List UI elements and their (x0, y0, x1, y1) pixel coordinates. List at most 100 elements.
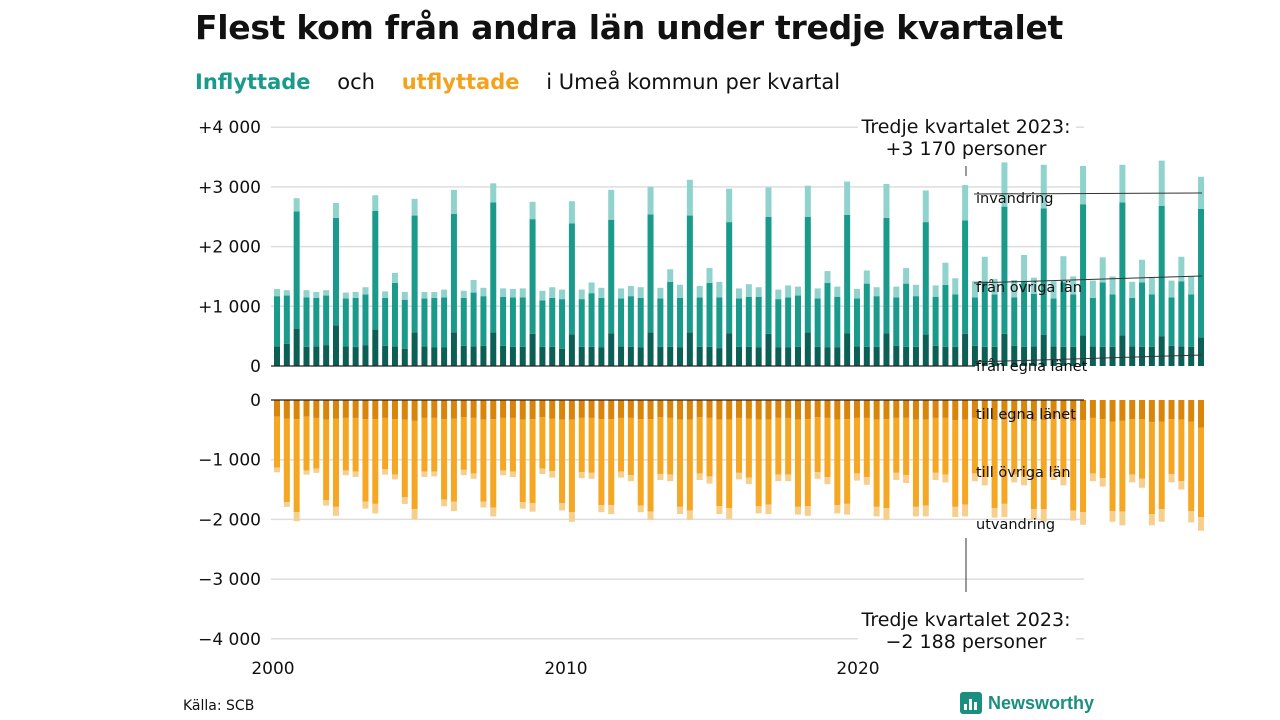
bar-in-own-county (519, 346, 526, 366)
bar-in-immigration (873, 287, 880, 297)
bar-in-other-counties (647, 214, 654, 333)
bar-in-immigration (1070, 276, 1077, 295)
bar-in-immigration (1099, 257, 1106, 283)
bar-out-emigration (873, 506, 880, 517)
bar-in-immigration (991, 278, 998, 295)
bar-out-other-counties (814, 417, 821, 473)
bar-in-other-counties (1129, 297, 1136, 347)
bar-in-immigration (391, 272, 398, 284)
bar-out-emigration (283, 502, 290, 507)
bar-out-other-counties (1139, 419, 1146, 479)
bar-out-other-counties (1001, 419, 1008, 504)
bar-out-other-counties (824, 417, 831, 478)
bar-out-own-county (450, 400, 457, 419)
bar-in-own-county (411, 332, 418, 366)
bar-out-other-counties (637, 419, 644, 506)
bar-in-other-counties (1070, 294, 1077, 347)
bar-in-immigration (519, 288, 526, 298)
bar-out-own-county (1099, 400, 1106, 420)
bar-out-other-counties (588, 417, 595, 473)
bar-in-immigration (952, 278, 959, 295)
bar-out-other-counties (1148, 422, 1155, 515)
bar-out-other-counties (794, 419, 801, 507)
bar-in-own-county (372, 329, 379, 366)
bar-in-other-counties (736, 298, 743, 347)
bar-in-immigration (293, 198, 300, 212)
bar-in-other-counties (775, 299, 782, 348)
bar-out-emigration (490, 507, 497, 517)
bar-in-other-counties (293, 211, 300, 329)
bar-in-immigration (893, 286, 900, 298)
bar-in-own-county (618, 346, 625, 366)
bar-out-other-counties (362, 419, 369, 502)
bar-out-other-counties (893, 417, 900, 473)
bar-out-own-county (834, 400, 841, 420)
bar-in-immigration (942, 262, 949, 285)
bar-in-other-counties (834, 296, 841, 348)
bar-in-immigration (618, 288, 625, 299)
bar-out-own-county (853, 400, 860, 418)
bar-in-other-counties (1168, 297, 1175, 346)
bar-in-other-counties (372, 210, 379, 330)
bar-in-own-county (912, 346, 919, 366)
bar-out-emigration (519, 502, 526, 509)
bar-out-own-county (509, 400, 516, 418)
bar-in-other-counties (441, 297, 448, 348)
bar-in-other-counties (873, 296, 880, 347)
bar-out-other-counties (509, 417, 516, 472)
bar-in-immigration (470, 280, 477, 293)
bar-in-own-county (1011, 345, 1018, 366)
bar-out-own-county (1178, 400, 1185, 420)
bar-out-other-counties (568, 419, 575, 513)
bar-in-other-counties (1178, 281, 1185, 347)
bar-out-emigration (1040, 509, 1047, 522)
bar-out-own-county (981, 400, 988, 419)
bar-in-other-counties (313, 297, 320, 347)
bar-in-other-counties (1158, 206, 1165, 337)
bar-out-own-county (421, 400, 428, 418)
bar-out-own-county (942, 400, 949, 418)
bar-in-own-county (283, 343, 290, 366)
bar-in-other-counties (932, 296, 939, 346)
bar-in-own-county (362, 345, 369, 366)
bar-out-own-county (883, 400, 890, 420)
bar-out-own-county (627, 400, 634, 418)
bar-out-other-counties (844, 419, 851, 504)
bar-in-other-counties (362, 294, 369, 346)
bar-out-other-counties (627, 417, 634, 476)
bar-out-own-county (332, 400, 339, 419)
bar-out-own-county (912, 400, 919, 420)
bar-out-own-county (686, 400, 693, 420)
bar-out-emigration (450, 501, 457, 512)
bar-out-emigration (677, 506, 684, 515)
bar-out-emigration (1001, 503, 1008, 518)
bar-in-own-county (1030, 346, 1037, 366)
bar-in-own-county (903, 346, 910, 366)
bar-out-own-county (637, 400, 644, 420)
bar-out-other-counties (529, 419, 536, 504)
bar-in-other-counties (971, 297, 978, 346)
bar-in-own-county (1119, 335, 1126, 366)
bar-in-own-county (480, 345, 487, 366)
bar-out-other-counties (1089, 417, 1096, 474)
bar-in-own-county (1198, 337, 1205, 366)
bar-out-other-counties (1060, 418, 1067, 478)
bar-out-other-counties (1109, 421, 1116, 512)
bar-out-own-county (922, 400, 929, 420)
bar-in-own-county (1021, 346, 1028, 366)
bar-out-other-counties (618, 417, 625, 472)
bar-out-emigration (608, 505, 615, 515)
bar-in-other-counties (490, 202, 497, 333)
bar-out-other-counties (460, 417, 467, 470)
bar-in-immigration (981, 256, 988, 282)
bar-in-other-counties (1040, 208, 1047, 335)
bar-in-other-counties (981, 281, 988, 347)
bar-in-other-counties (618, 298, 625, 347)
bar-in-own-county (500, 345, 507, 366)
bar-in-own-county (942, 346, 949, 366)
bar-out-own-county (1089, 400, 1096, 418)
bar-in-own-county (637, 347, 644, 366)
bar-out-other-counties (411, 420, 418, 510)
bar-in-own-county (1089, 346, 1096, 366)
bar-out-other-counties (578, 417, 585, 473)
